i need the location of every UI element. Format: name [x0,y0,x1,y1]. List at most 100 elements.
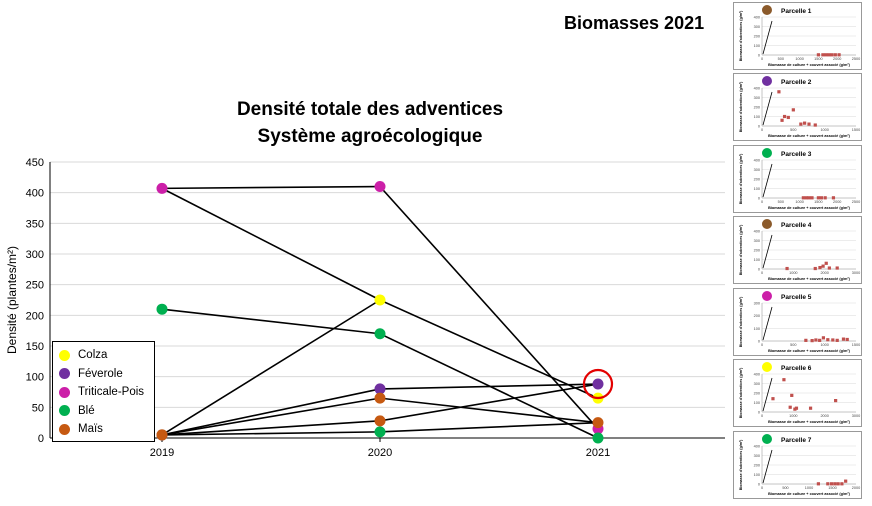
x-tick-label: 2000 [833,57,841,61]
x-tick-label: 500 [782,486,788,490]
y-tick-label: 400 [754,373,760,377]
data-point [374,294,386,306]
connector-line-segment [379,421,599,433]
reference-line [762,377,773,412]
data-point [374,392,386,404]
y-tick-label: 350 [26,218,44,230]
parcelle-panel: Parcelle 5 0 100 200 300 0 500 1000 1500 Biomasse… [733,288,862,356]
y-tick-label: 300 [754,454,760,458]
parcelle-title: Parcelle 4 [781,222,812,229]
scatter-point [833,482,837,486]
connector-line-segment [161,187,381,301]
scatter-point [835,338,839,342]
connector-line-segment [161,431,381,436]
x-tick-label: 1000 [820,343,828,347]
parcelle-panel: Parcelle 6 0 100 200 300 400 0 1000 2000 3000 Biom… [733,359,862,427]
parcelle-panel: Parcelle 3 0 100 200 300 400 0 500 1000 1500 2000 2… [733,145,862,213]
y-tick-label: 0 [758,411,760,415]
y-tick-label: 200 [26,310,44,322]
series-line-segment [161,185,381,190]
parcelle-marker [762,76,772,86]
y-tick-label: 0 [758,340,760,344]
reference-line [762,234,773,269]
scatter-point [786,115,790,120]
scatter-point [834,399,838,403]
x-tick-label: 2021 [586,447,610,459]
series-line-segment [379,397,599,424]
scatter-point [819,196,824,200]
x-tick-label: 1500 [852,343,860,347]
scatter-point [827,266,831,270]
x-tick-label: 2020 [368,447,392,459]
scatter-point [836,482,840,486]
y-axis-label: Biomasse d'adventices (g/m²) [739,81,743,132]
scatter-point [790,393,794,397]
parcelle-panel: Parcelle 4 0 100 200 300 400 0 1000 2000 3000 Biom… [733,216,862,284]
series-line-segment [161,397,381,436]
legend-swatch [59,423,70,435]
y-tick-label: 400 [754,16,760,20]
x-tick-label: 0 [761,200,763,204]
legend-swatch [59,349,70,361]
y-tick-label: 0 [758,125,760,129]
series-line-segment [379,333,599,439]
data-point [374,328,386,340]
y-axis-label: Biomasse d'adventices (g/m²) [739,367,743,418]
scatter-point [826,482,830,486]
legend-label: Triticale-Pois [78,386,145,398]
y-tick-label: 400 [754,230,760,234]
scatter-point [813,123,817,127]
scatter-point [821,53,825,57]
y-tick-label: 300 [754,25,760,29]
scatter-point [821,336,826,340]
x-tick-label: 1500 [828,486,836,490]
x-tick-label: 500 [778,57,784,61]
y-tick-label: 450 [26,157,44,169]
y-tick-label: 200 [754,464,760,468]
scatter-point [837,53,841,57]
chart-title-block: Densité totale des adventices Système ag… [170,96,570,150]
reference-line [762,306,773,341]
scatter-point [830,53,834,57]
x-axis-label: Biomasse de culture + couvert associé (g… [768,349,851,353]
x-tick-label: 2500 [852,200,860,204]
y-tick-label: 100 [754,327,760,331]
parcelle-marker [762,362,772,372]
connector-line-segment [161,420,381,436]
data-point [374,181,386,193]
scatter-point [844,479,848,483]
parcelle-marker [762,148,772,158]
parcelle-marker [762,5,772,15]
data-point [592,432,604,444]
scatter-point [771,397,775,401]
x-tick-label: 2500 [852,57,860,61]
x-tick-label: 0 [761,271,763,275]
y-tick-label: 50 [32,402,44,414]
scatter-point [818,265,822,270]
y-axis-label: Biomasse d'adventices (g/m²) [739,10,743,61]
x-tick-label: 2000 [833,200,841,204]
x-tick-label: 2000 [820,414,828,418]
legend-item: Féverole [59,366,123,382]
reference-line [762,449,773,484]
legend-swatch [59,386,70,398]
x-tick-label: 0 [761,414,763,418]
scatter-point [833,53,837,57]
x-tick-label: 500 [778,200,784,204]
x-tick-label: 2000 [852,486,860,490]
scatter-point [841,337,846,341]
scatter-point [813,266,817,271]
reference-line [762,20,773,55]
scatter-point [804,338,808,342]
scatter-point [816,53,820,57]
scatter-point [827,53,831,57]
legend-label: Blé [78,404,95,417]
scatter-point [801,196,805,200]
data-point [374,415,386,427]
x-tick-label: 1000 [789,414,797,418]
y-tick-label: 300 [754,168,760,172]
